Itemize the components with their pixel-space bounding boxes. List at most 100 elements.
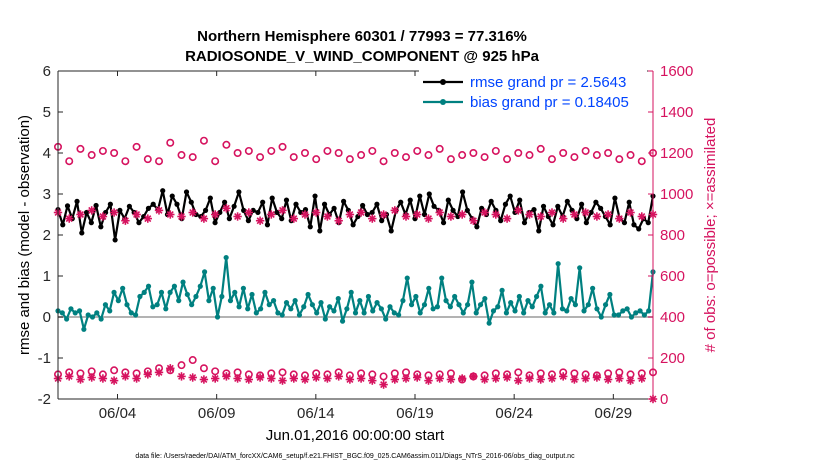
series-obs-count-3 xyxy=(53,204,658,225)
data-point xyxy=(607,291,613,298)
data-point xyxy=(183,189,190,195)
asterisk-stroke xyxy=(121,372,129,380)
data-point xyxy=(288,306,294,312)
data-point xyxy=(390,375,399,384)
asterisk-stroke xyxy=(615,215,623,223)
data-point xyxy=(458,210,467,219)
data-point xyxy=(154,368,164,377)
data-point xyxy=(413,210,422,219)
data-point xyxy=(559,306,566,312)
asterisk-stroke xyxy=(189,208,197,217)
data-point xyxy=(98,212,108,221)
asterisk-stroke xyxy=(537,212,545,221)
data-point xyxy=(503,310,510,316)
data-point xyxy=(417,310,423,316)
data-point xyxy=(339,318,346,324)
data-point xyxy=(378,306,384,312)
data-point xyxy=(514,206,523,215)
data-point xyxy=(233,374,242,383)
data-point xyxy=(163,306,169,312)
data-point xyxy=(357,151,366,160)
asterisk-stroke xyxy=(402,212,410,221)
data-point xyxy=(98,224,104,230)
data-point xyxy=(581,146,590,155)
asterisk-stroke xyxy=(413,210,421,219)
data-point xyxy=(514,376,523,385)
data-point xyxy=(233,212,242,221)
data-point xyxy=(102,302,109,308)
data-point xyxy=(379,210,388,219)
data-point xyxy=(98,146,107,155)
data-point xyxy=(512,308,518,314)
y-tick-label-left: 2 xyxy=(43,227,51,244)
asterisk-stroke xyxy=(177,212,186,221)
plot-background xyxy=(58,71,653,399)
data-point xyxy=(314,310,320,316)
data-point xyxy=(250,207,256,213)
data-point xyxy=(307,224,313,230)
data-point xyxy=(490,308,497,314)
data-point xyxy=(289,214,298,223)
data-point xyxy=(270,298,277,304)
data-point xyxy=(258,306,264,312)
x-tick-label: 06/19 xyxy=(396,405,434,422)
asterisk-stroke xyxy=(267,210,275,219)
data-point xyxy=(89,314,96,320)
data-point xyxy=(352,310,359,316)
data-point xyxy=(413,373,422,382)
data-point xyxy=(255,373,265,382)
data-point xyxy=(79,230,85,236)
data-point xyxy=(323,374,332,383)
data-point xyxy=(334,372,343,381)
data-point xyxy=(516,293,522,300)
data-point xyxy=(568,295,574,302)
data-point xyxy=(199,136,208,145)
data-point xyxy=(424,151,433,160)
y-tick-label-right: 0 xyxy=(660,391,668,408)
data-point xyxy=(360,202,366,209)
data-point xyxy=(323,146,332,155)
data-point xyxy=(255,216,265,225)
data-point xyxy=(404,275,410,281)
axes: -2 -1 0 1 2 3 4 5 6 0 200 400 600 800 1000 1200 1400 1600… xyxy=(38,63,694,422)
asterisk-stroke xyxy=(222,372,230,380)
data-point xyxy=(278,376,287,385)
asterisk-stroke xyxy=(110,208,118,217)
data-point xyxy=(143,155,152,164)
data-point xyxy=(188,356,197,365)
data-point xyxy=(199,364,208,373)
data-point xyxy=(348,289,354,295)
data-point xyxy=(356,374,366,383)
asterisk-stroke xyxy=(638,212,646,221)
data-point xyxy=(188,199,194,205)
data-point xyxy=(626,208,635,217)
data-point xyxy=(279,312,285,318)
asterisk-stroke xyxy=(99,374,107,383)
data-point xyxy=(645,220,651,226)
data-point xyxy=(188,208,197,217)
data-point xyxy=(368,146,377,155)
data-point xyxy=(391,310,397,316)
y-tick-label-left: 6 xyxy=(43,63,51,80)
data-point xyxy=(120,285,126,291)
data-point xyxy=(199,375,209,384)
data-point xyxy=(592,151,601,160)
data-point xyxy=(491,146,500,155)
data-point xyxy=(531,206,537,213)
data-point xyxy=(174,201,180,207)
data-point xyxy=(628,314,635,320)
data-point xyxy=(620,308,626,314)
data-point xyxy=(212,220,218,226)
y-tick-label-left: -1 xyxy=(38,350,51,367)
data-point xyxy=(110,366,119,375)
data-point xyxy=(445,197,451,203)
data-point xyxy=(193,293,199,300)
asterisk-stroke xyxy=(65,372,73,380)
data-point xyxy=(132,142,141,151)
data-point xyxy=(177,372,186,381)
data-point xyxy=(439,275,445,281)
asterisk-stroke xyxy=(121,217,129,225)
data-point xyxy=(74,198,80,204)
asterisk-stroke xyxy=(582,374,590,383)
